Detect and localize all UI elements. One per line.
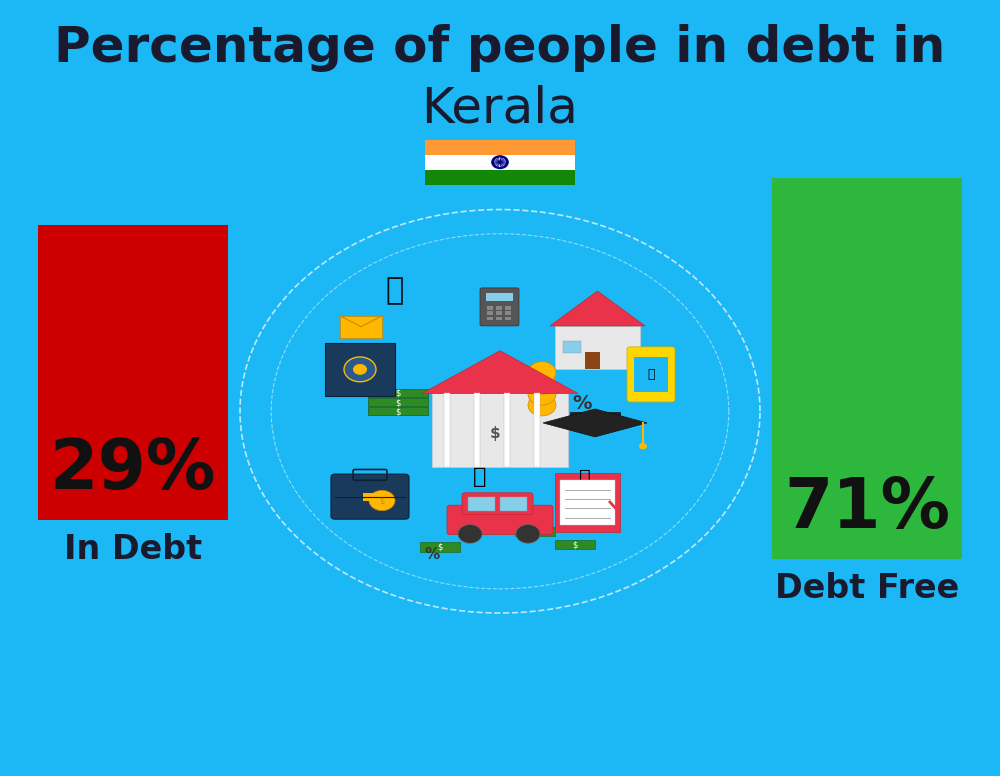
FancyBboxPatch shape (560, 480, 615, 525)
Circle shape (528, 372, 556, 394)
Text: In Debt: In Debt (64, 533, 202, 566)
Circle shape (516, 525, 540, 543)
Bar (38, 225, 228, 520)
Bar (340, 316, 382, 338)
Bar (500, 497, 527, 511)
Circle shape (639, 443, 647, 449)
Circle shape (369, 490, 395, 511)
Bar (432, 393, 568, 467)
FancyBboxPatch shape (325, 343, 395, 396)
Bar (487, 306, 493, 310)
Bar (486, 293, 513, 301)
Bar (444, 393, 450, 467)
Text: Percentage of people in debt in: Percentage of people in debt in (54, 24, 946, 72)
Bar (425, 170, 575, 185)
Bar (468, 497, 495, 511)
Circle shape (458, 525, 482, 543)
Bar (496, 317, 502, 320)
Bar (772, 178, 962, 559)
Text: Kerala: Kerala (422, 85, 578, 133)
Bar (474, 393, 480, 467)
Circle shape (344, 357, 376, 382)
Bar (487, 317, 493, 320)
Bar (555, 326, 640, 369)
FancyBboxPatch shape (331, 474, 409, 519)
Text: $: $ (490, 427, 500, 442)
Polygon shape (543, 409, 647, 437)
Circle shape (528, 394, 556, 416)
Circle shape (353, 364, 367, 375)
Text: $: $ (395, 389, 401, 398)
Text: 🏛: 🏛 (647, 369, 655, 381)
FancyBboxPatch shape (447, 505, 553, 535)
Bar (505, 306, 511, 310)
Text: %: % (572, 394, 592, 413)
Bar (563, 341, 581, 353)
Text: 🐷: 🐷 (473, 467, 487, 487)
FancyBboxPatch shape (368, 389, 428, 397)
Text: 71%: 71% (784, 475, 950, 542)
Bar (505, 317, 511, 320)
Bar (496, 306, 502, 310)
Bar (425, 154, 575, 170)
Bar (634, 357, 668, 392)
Polygon shape (550, 291, 645, 326)
Circle shape (528, 383, 556, 405)
Bar (496, 311, 502, 315)
Text: Debt Free: Debt Free (775, 572, 959, 605)
Bar (504, 393, 510, 467)
Bar (425, 140, 575, 154)
Circle shape (528, 362, 556, 383)
Text: $: $ (379, 496, 385, 505)
Bar (505, 311, 511, 315)
Text: $: $ (395, 407, 401, 417)
Text: $: $ (572, 540, 578, 549)
FancyBboxPatch shape (368, 398, 428, 406)
Circle shape (492, 156, 508, 168)
Text: $: $ (395, 398, 401, 407)
Text: $: $ (437, 542, 443, 552)
FancyBboxPatch shape (555, 473, 620, 532)
FancyBboxPatch shape (368, 407, 428, 415)
FancyBboxPatch shape (420, 542, 460, 552)
Text: 🦅: 🦅 (386, 276, 404, 306)
Text: 29%: 29% (50, 436, 216, 503)
Bar (534, 393, 540, 467)
FancyBboxPatch shape (570, 412, 620, 429)
FancyBboxPatch shape (555, 540, 595, 549)
Circle shape (495, 158, 505, 166)
Bar (585, 352, 600, 369)
Bar (487, 311, 493, 315)
Text: $: $ (532, 527, 538, 536)
Text: 🔓: 🔓 (579, 468, 591, 487)
Text: %: % (424, 547, 440, 563)
FancyBboxPatch shape (480, 288, 519, 326)
FancyBboxPatch shape (627, 347, 675, 402)
Bar (363, 493, 377, 501)
FancyBboxPatch shape (515, 527, 555, 536)
FancyBboxPatch shape (462, 493, 533, 514)
Polygon shape (422, 351, 578, 393)
